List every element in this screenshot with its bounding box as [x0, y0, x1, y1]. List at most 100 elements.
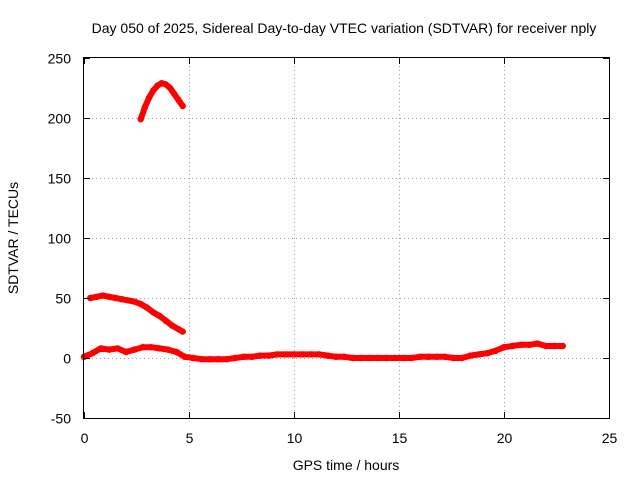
data-point	[93, 293, 100, 300]
data-point	[475, 351, 482, 358]
data-point	[137, 300, 144, 308]
data-point	[492, 347, 499, 354]
data-point	[467, 352, 474, 359]
x-tick-label: 5	[186, 430, 194, 446]
y-tick-labels: -50 0 50 100 150 200 250	[48, 51, 72, 427]
data-point	[181, 353, 188, 360]
data-point	[206, 356, 214, 363]
y-axis-label: SDTVAR / TECUs	[5, 182, 21, 294]
data-point	[526, 341, 533, 348]
data-point	[118, 296, 126, 303]
data-point	[122, 348, 130, 356]
y-tick-label: -50	[51, 411, 71, 427]
data-point	[173, 348, 180, 356]
y-tick-label: 50	[55, 291, 71, 307]
y-tick-label: 250	[48, 51, 72, 67]
data-point	[433, 353, 440, 360]
plot-frame	[83, 57, 610, 419]
data-point	[223, 356, 230, 363]
series-satellite-arc-mid	[87, 292, 186, 335]
data-point	[500, 344, 508, 351]
data-point	[374, 354, 382, 362]
data-point	[509, 342, 516, 350]
data-point	[175, 96, 182, 104]
data-point	[416, 353, 424, 360]
data-point	[164, 346, 172, 353]
data-point	[179, 102, 186, 110]
y-tick-label: 150	[48, 171, 72, 187]
x-tick-label: 25	[602, 430, 618, 446]
series-line	[81, 340, 566, 363]
data-point	[148, 344, 155, 351]
series-satellite-arc-high	[137, 80, 186, 123]
data-point	[143, 304, 151, 311]
data-point	[534, 340, 541, 347]
data-point	[408, 354, 415, 362]
data-point	[484, 350, 491, 357]
data-point	[131, 298, 138, 305]
data-point	[114, 345, 121, 352]
data-point	[106, 346, 113, 353]
x-axis-label: GPS time / hours	[293, 457, 400, 473]
data-point	[150, 309, 157, 316]
data-point	[551, 342, 558, 350]
data-point	[299, 351, 306, 358]
data-point	[341, 353, 348, 360]
series-line	[87, 292, 186, 335]
data-point	[458, 354, 466, 362]
data-point	[99, 292, 107, 299]
data-point	[425, 353, 432, 360]
series-satellite-arcs-low	[80, 340, 566, 363]
axis-ticks	[84, 58, 610, 419]
data-point	[290, 351, 298, 358]
data-point	[106, 293, 113, 300]
data-point	[190, 354, 197, 362]
data-point	[324, 352, 331, 359]
data-point	[282, 351, 289, 358]
data-point	[137, 116, 144, 123]
data-point	[450, 354, 457, 362]
data-point	[141, 104, 149, 111]
data-point	[366, 354, 373, 362]
data-point	[156, 345, 163, 352]
data-point	[400, 354, 407, 362]
x-tick-label: 10	[287, 430, 303, 446]
data-point	[89, 350, 96, 357]
data-point	[240, 353, 247, 360]
data-point	[139, 344, 146, 351]
data-point	[97, 345, 105, 352]
data-point	[87, 294, 94, 302]
data-point	[559, 342, 566, 350]
data-point	[316, 351, 323, 358]
data-point	[274, 351, 281, 358]
data-point	[307, 351, 314, 358]
chart-title: Day 050 of 2025, Sidereal Day-to-day VTE…	[92, 20, 597, 36]
data-point	[442, 353, 449, 360]
data-point	[542, 342, 550, 350]
data-point	[131, 346, 138, 353]
x-tick-label: 15	[392, 430, 408, 446]
grid	[84, 58, 609, 418]
data-point	[265, 352, 272, 359]
data-point	[162, 81, 170, 88]
data-point	[248, 353, 256, 360]
data-point	[179, 328, 186, 335]
x-tick-labels: 0 5 10 15 20 25	[81, 430, 618, 446]
data-point	[156, 312, 163, 320]
data-point	[358, 354, 365, 362]
data-point	[383, 354, 390, 362]
data-point	[150, 87, 157, 94]
data-point	[166, 84, 174, 92]
data-point	[257, 352, 264, 359]
data-point	[198, 356, 205, 363]
y-tick-label: 0	[63, 351, 71, 367]
data-series-group	[80, 80, 566, 363]
data-point	[332, 353, 340, 360]
data-point	[517, 341, 524, 348]
data-point	[232, 354, 239, 362]
data-point	[169, 322, 176, 329]
y-tick-label: 200	[48, 111, 72, 127]
data-point	[349, 354, 356, 362]
x-tick-label: 20	[497, 430, 513, 446]
